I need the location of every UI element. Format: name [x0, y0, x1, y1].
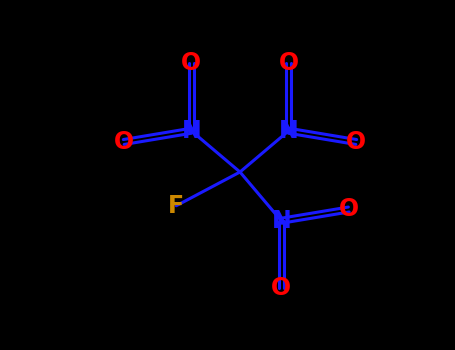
Text: N: N	[279, 119, 298, 143]
Text: O: O	[339, 197, 359, 222]
Text: O: O	[114, 130, 134, 154]
Text: N: N	[271, 209, 291, 233]
Text: O: O	[278, 51, 299, 75]
Text: F: F	[168, 194, 184, 218]
Text: O: O	[346, 130, 366, 154]
Text: N: N	[182, 119, 201, 143]
Text: O: O	[271, 276, 291, 300]
Text: O: O	[181, 51, 201, 75]
